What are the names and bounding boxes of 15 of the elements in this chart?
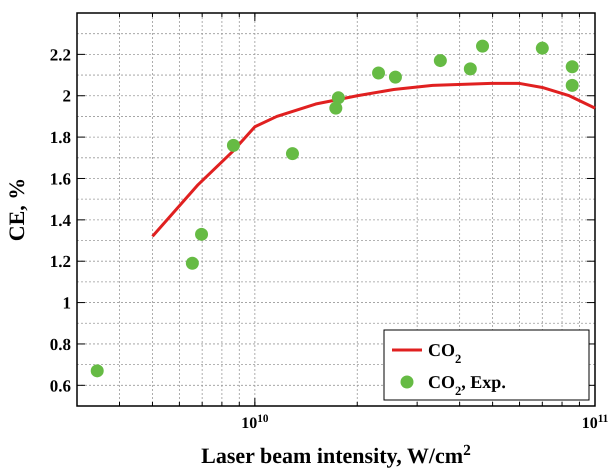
y-tick-label: 2 bbox=[62, 86, 71, 106]
x-axis-title: Laser beam intensity, W/cm$^{2}$ bbox=[201, 442, 472, 468]
y-tick-label: 1.8 bbox=[50, 128, 71, 148]
y-tick-label: 1 bbox=[62, 294, 71, 313]
x-tick-label: 10$^{10}$ bbox=[241, 413, 269, 432]
y-tick-label: 1.6 bbox=[50, 169, 71, 188]
x-tick-label: 10$^{11}$ bbox=[582, 413, 609, 432]
y-tick-label: 0.8 bbox=[50, 334, 71, 354]
legend-label: CO$_{2}$, Exp. bbox=[428, 372, 506, 398]
y-tick-label: 0.6 bbox=[50, 376, 71, 396]
y-tick-label: 2.2 bbox=[50, 45, 71, 64]
y-axis-title: CE, % bbox=[4, 178, 29, 242]
y-tick-label: 1.2 bbox=[50, 252, 71, 272]
y-tick-label: 1.4 bbox=[50, 210, 72, 230]
legend-label: CO$_{2}$ bbox=[428, 340, 462, 366]
